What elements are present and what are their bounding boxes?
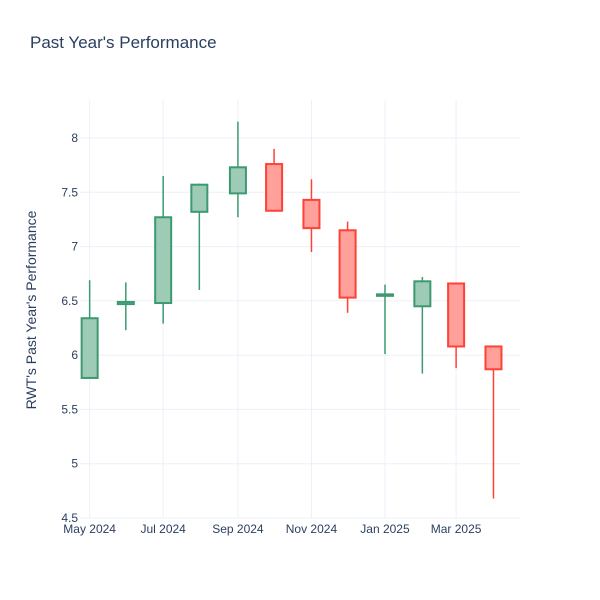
- candle-body: [375, 293, 394, 297]
- candle-body: [116, 300, 135, 306]
- y-axis-title: RWT's Past Year's Performance: [23, 210, 39, 409]
- y-tick-label: 5: [71, 457, 78, 471]
- y-axis-ticks: 4.5 5 5.5 6 6.5 7 7.5 8: [61, 131, 78, 525]
- candle-increasing: [154, 176, 173, 324]
- candle-body: [228, 166, 247, 195]
- x-tick-label: Sep 2024: [212, 522, 264, 536]
- candle-decreasing: [302, 179, 321, 252]
- candle-body: [338, 229, 357, 299]
- candle-increasing: [375, 284, 394, 355]
- y-tick-label: 7.5: [61, 185, 78, 199]
- candle-decreasing: [447, 282, 466, 369]
- candle-body: [265, 163, 284, 212]
- x-axis-ticks: May 2024 Jul 2024 Sep 2024 Nov 2024 Jan 2025…: [63, 522, 481, 536]
- y-tick-label: 4.5: [61, 511, 78, 525]
- y-tick-label: 6.5: [61, 294, 78, 308]
- candle-increasing: [116, 282, 135, 331]
- candle-layer: [80, 121, 503, 499]
- candle-decreasing: [338, 221, 357, 313]
- candle-body: [484, 345, 503, 371]
- candle-body: [190, 183, 209, 213]
- candle-increasing: [228, 121, 247, 218]
- candle-increasing: [413, 276, 432, 374]
- y-tick-label: 8: [71, 131, 78, 145]
- candle-body: [80, 317, 99, 379]
- y-tick-label: 7: [71, 240, 78, 254]
- candle-body: [447, 282, 466, 348]
- y-tick-label: 5.5: [61, 402, 78, 416]
- y-tick-label: 6: [71, 348, 78, 362]
- candle-body: [413, 280, 432, 308]
- chart-title: Past Year's Performance: [30, 33, 217, 52]
- x-tick-label: Mar 2025: [431, 522, 482, 536]
- x-tick-label: Nov 2024: [286, 522, 338, 536]
- x-tick-label: Jul 2024: [140, 522, 186, 536]
- x-tick-label: Jan 2025: [360, 522, 410, 536]
- candle-body: [154, 216, 173, 305]
- x-tick-label: May 2024: [63, 522, 116, 536]
- candle-decreasing: [265, 148, 284, 212]
- candle-decreasing: [484, 345, 503, 499]
- candle-increasing: [80, 280, 99, 379]
- candle-increasing: [190, 183, 209, 290]
- candle-body: [302, 198, 321, 230]
